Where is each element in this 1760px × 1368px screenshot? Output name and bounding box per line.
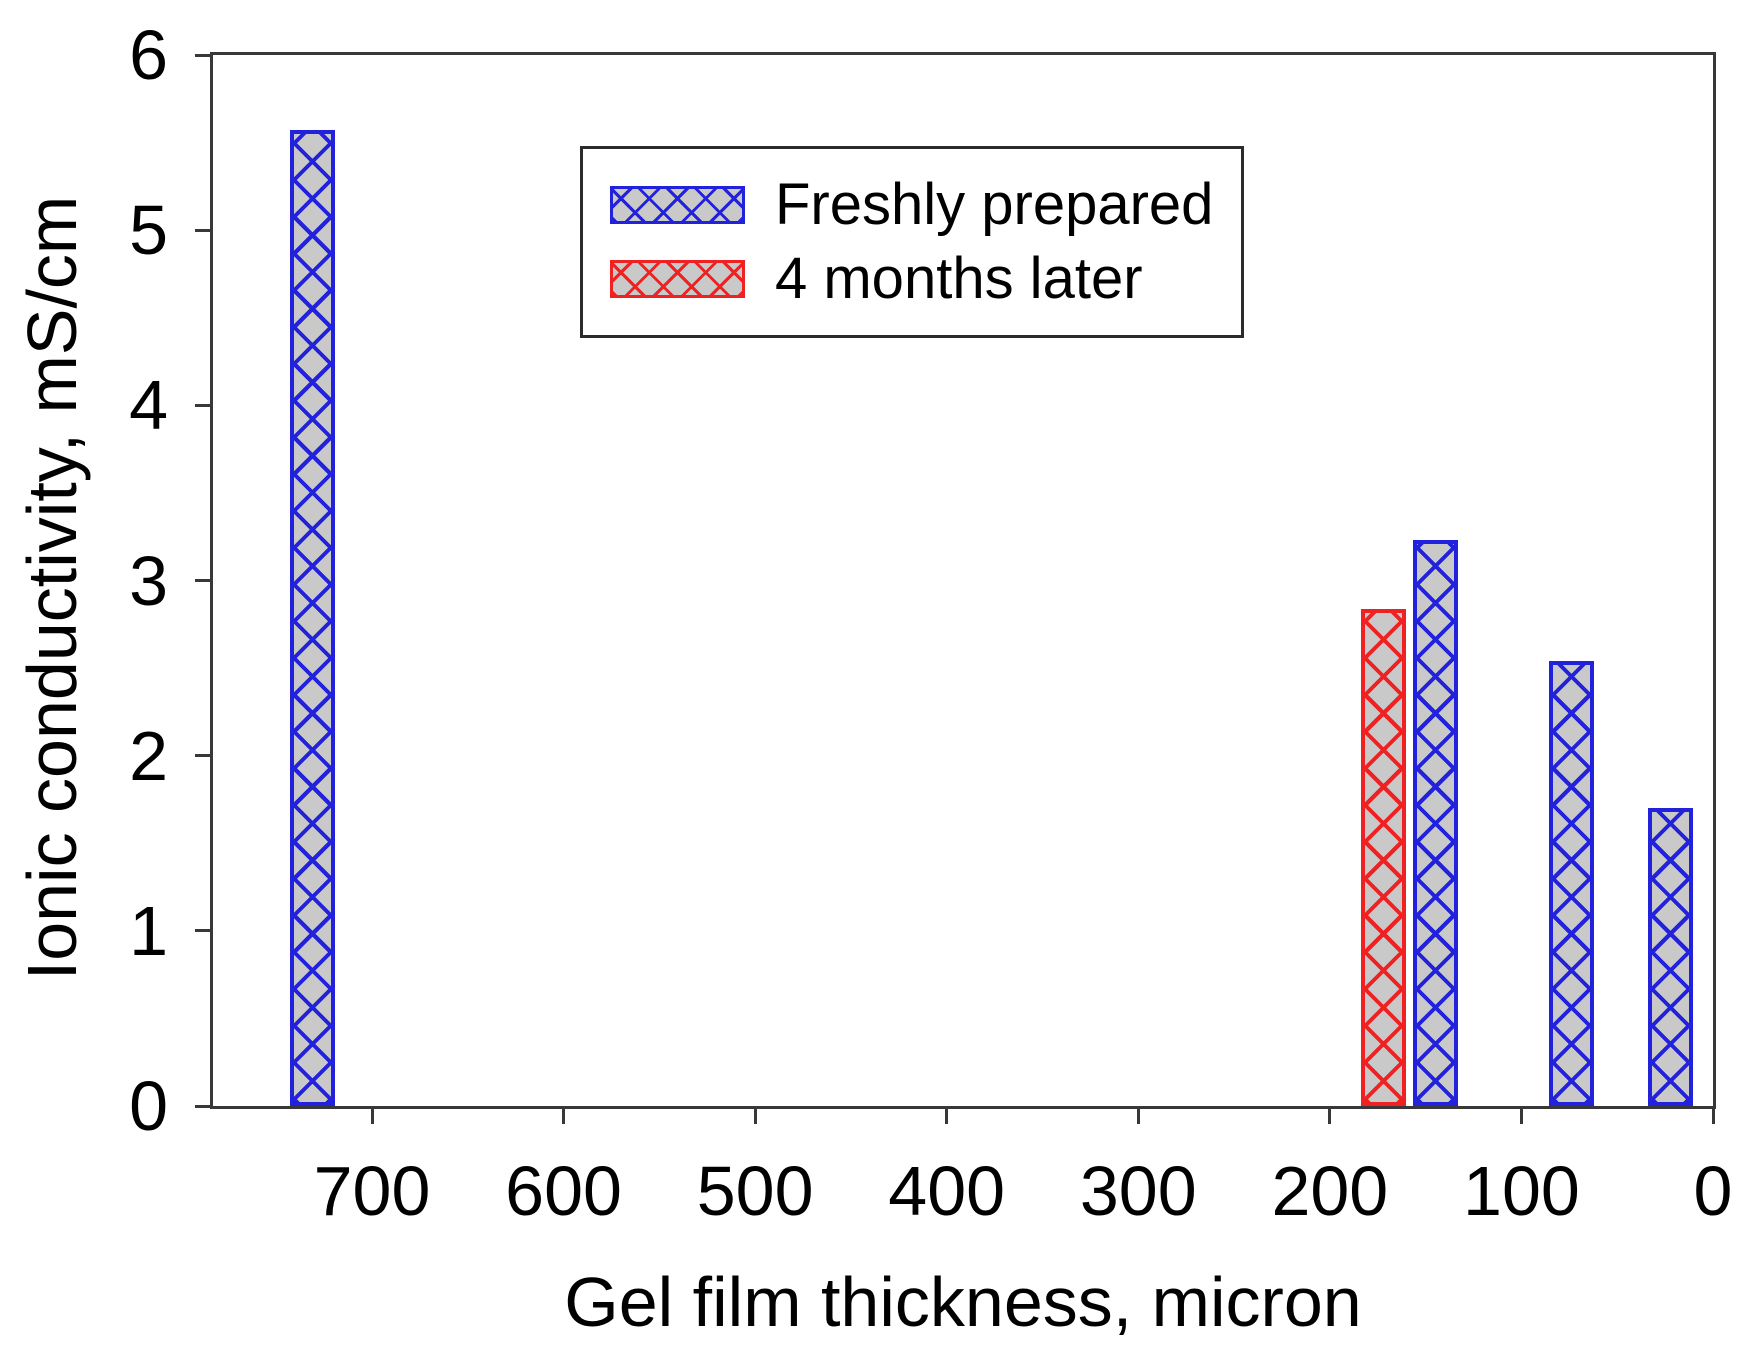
x-tick-label: 500	[696, 1152, 814, 1230]
legend-entry: Freshly prepared	[610, 176, 1241, 234]
x-axis-title: Gel film thickness, micron	[564, 1263, 1362, 1341]
x-tick-label: 100	[1463, 1152, 1580, 1230]
y-tick	[195, 754, 213, 758]
bar-freshly-prepared-731	[290, 130, 336, 1106]
bar-freshly-prepared-74	[1548, 661, 1594, 1106]
legend-entry: 4 months later	[610, 250, 1241, 308]
x-tick	[945, 1106, 949, 1124]
x-tick	[1328, 1106, 1332, 1124]
legend-label: Freshly prepared	[775, 172, 1214, 237]
x-tick	[370, 1106, 374, 1124]
legend: Freshly prepared 4 months later	[580, 146, 1244, 338]
y-tick-label: 4	[129, 366, 168, 445]
x-tick-label: 600	[505, 1152, 622, 1230]
y-tick-label: 3	[129, 541, 168, 620]
x-tick-label: 300	[1079, 1152, 1197, 1230]
x-tick-label: 700	[313, 1152, 431, 1230]
y-tick-label: 1	[129, 891, 168, 970]
legend-swatch-4-months-later	[610, 260, 745, 298]
y-tick	[195, 53, 213, 57]
x-tick	[1519, 1106, 1523, 1124]
y-tick-label: 2	[129, 716, 168, 795]
bar-4-months-later-172	[1360, 608, 1406, 1106]
legend-label: 4 months later	[775, 246, 1143, 311]
y-tick	[195, 929, 213, 933]
x-tick-label: 400	[888, 1152, 1006, 1230]
legend-swatch-freshly-prepared	[610, 186, 745, 224]
y-tick-label: 6	[129, 16, 168, 94]
y-tick-label: 0	[129, 1067, 168, 1145]
bar-freshly-prepared-22	[1648, 808, 1694, 1106]
x-tick	[1711, 1106, 1715, 1124]
y-tick	[195, 403, 213, 407]
x-tick	[753, 1106, 757, 1124]
x-tick	[562, 1106, 566, 1124]
y-tick	[195, 1104, 213, 1108]
x-tick-label: 0	[1693, 1152, 1733, 1230]
x-tick-label: 200	[1271, 1152, 1389, 1230]
bar-freshly-prepared-145	[1412, 540, 1458, 1106]
y-tick-label: 5	[129, 191, 168, 270]
y-tick	[195, 579, 213, 582]
y-tick	[195, 228, 213, 232]
x-tick	[1136, 1106, 1140, 1124]
